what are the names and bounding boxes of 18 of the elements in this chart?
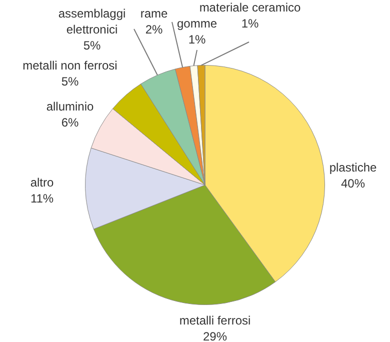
slice-label: gomme [176, 16, 218, 30]
data-label: 1% [241, 16, 259, 30]
slice-label: plastiche [329, 160, 377, 174]
slice-label: metalli non ferrosi [22, 58, 118, 72]
data-label: 5% [83, 38, 101, 52]
data-label: 6% [61, 115, 79, 130]
slice-label: rame [140, 6, 168, 20]
slice-label: alluminio [46, 99, 94, 114]
data-label: 1% [188, 32, 206, 46]
data-label: 40% [340, 176, 366, 190]
data-label: 29% [202, 329, 228, 342]
data-label: 2% [145, 22, 163, 36]
slice-label: altro [30, 175, 54, 190]
slice-label: assemblaggi elettronici [58, 6, 126, 36]
slice-label: metalli ferrosi [179, 313, 251, 328]
data-label: 5% [61, 74, 79, 88]
data-label: 11% [30, 191, 54, 206]
slice-label: materiale ceramico [199, 0, 302, 14]
